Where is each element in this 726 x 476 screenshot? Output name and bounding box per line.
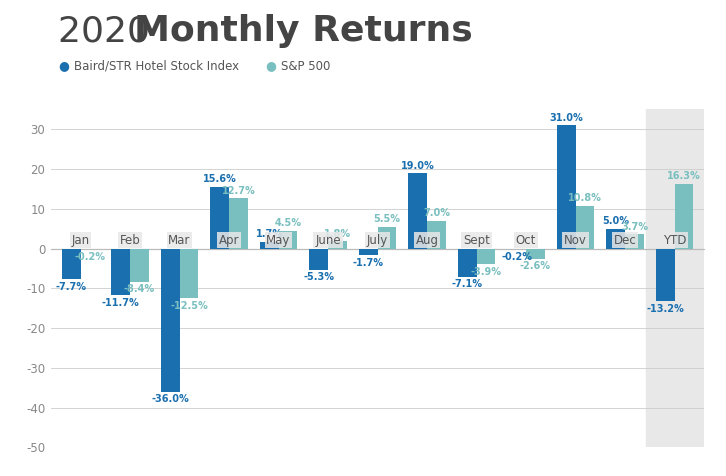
Bar <box>408 173 427 248</box>
Bar <box>457 248 476 277</box>
Text: June: June <box>315 234 340 247</box>
Text: -5.3%: -5.3% <box>303 272 334 282</box>
Text: 5.5%: 5.5% <box>373 214 401 224</box>
Text: Oct: Oct <box>516 234 537 247</box>
Bar <box>557 125 576 248</box>
Text: Nov: Nov <box>564 234 587 247</box>
Text: -12.5%: -12.5% <box>170 301 208 311</box>
Text: 5.0%: 5.0% <box>602 217 629 227</box>
Text: -36.0%: -36.0% <box>151 394 189 404</box>
Text: Mar: Mar <box>168 234 191 247</box>
Bar <box>179 248 198 298</box>
Text: 2020: 2020 <box>58 14 162 48</box>
Text: -7.1%: -7.1% <box>452 279 483 289</box>
Bar <box>526 248 544 259</box>
Text: ●: ● <box>58 60 69 72</box>
Text: -1.7%: -1.7% <box>353 258 383 268</box>
Bar <box>625 234 644 248</box>
Text: -13.2%: -13.2% <box>646 304 684 314</box>
Text: 1.8%: 1.8% <box>324 229 351 239</box>
Text: Jan: Jan <box>71 234 89 247</box>
Bar <box>279 231 298 248</box>
Bar <box>359 248 378 256</box>
Bar <box>646 109 703 447</box>
Bar <box>378 227 396 248</box>
Text: 31.0%: 31.0% <box>550 113 583 123</box>
Text: -11.7%: -11.7% <box>102 298 139 307</box>
Bar <box>81 248 99 249</box>
Bar <box>507 248 526 249</box>
Text: 4.5%: 4.5% <box>274 218 301 228</box>
Text: 12.7%: 12.7% <box>221 186 256 196</box>
Text: -0.2%: -0.2% <box>501 252 532 262</box>
Bar <box>674 184 693 248</box>
Text: 10.8%: 10.8% <box>568 193 602 203</box>
Bar <box>229 198 248 248</box>
Text: 3.7%: 3.7% <box>621 221 648 231</box>
Bar <box>427 221 446 248</box>
Bar <box>62 248 81 279</box>
Text: 16.3%: 16.3% <box>667 171 701 181</box>
Text: 19.0%: 19.0% <box>401 161 434 171</box>
Text: July: July <box>367 234 388 247</box>
Bar <box>130 248 149 282</box>
Bar <box>606 229 625 248</box>
Text: 1.7%: 1.7% <box>256 229 282 239</box>
Text: -7.7%: -7.7% <box>56 282 86 292</box>
Bar <box>111 248 130 295</box>
Text: ●: ● <box>265 60 276 72</box>
Text: -2.6%: -2.6% <box>520 261 551 271</box>
Text: 7.0%: 7.0% <box>423 208 450 218</box>
Text: S&P 500: S&P 500 <box>281 60 330 72</box>
Text: Aug: Aug <box>415 234 439 247</box>
Bar <box>656 248 674 301</box>
Text: Dec: Dec <box>613 234 637 247</box>
Text: Feb: Feb <box>120 234 140 247</box>
Text: YTD: YTD <box>663 234 686 247</box>
Bar <box>211 187 229 248</box>
Text: May: May <box>266 234 290 247</box>
Bar <box>476 248 495 264</box>
Bar <box>260 242 279 248</box>
Text: -3.9%: -3.9% <box>470 267 502 277</box>
Text: -0.2%: -0.2% <box>75 252 105 262</box>
Bar <box>576 206 595 248</box>
Bar <box>328 241 347 248</box>
Text: 15.6%: 15.6% <box>203 174 237 184</box>
Text: -8.4%: -8.4% <box>124 285 155 295</box>
Text: Monthly Returns: Monthly Returns <box>134 14 473 48</box>
Text: Sept: Sept <box>463 234 490 247</box>
Text: Baird/STR Hotel Stock Index: Baird/STR Hotel Stock Index <box>74 60 239 72</box>
Bar <box>160 248 179 392</box>
Text: Apr: Apr <box>219 234 240 247</box>
Bar <box>309 248 328 270</box>
